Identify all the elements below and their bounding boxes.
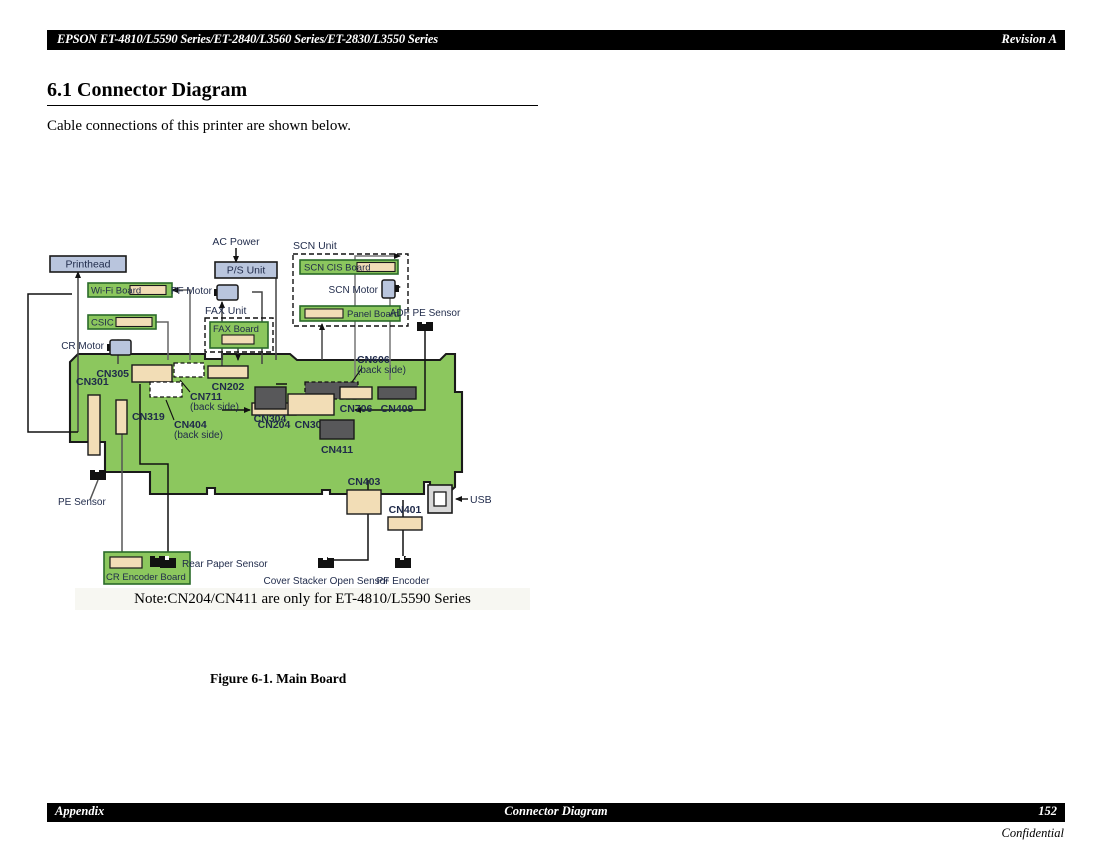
cover-stacker-open-sensor-label: Cover Stacker Open Sensor [263, 576, 389, 587]
pe-sensor-label: PE Sensor [58, 497, 106, 508]
wire-scn-cis [354, 253, 401, 380]
cn403-label: CN403 [348, 476, 381, 488]
title-divider [47, 105, 538, 107]
cn401-connector: CN401 [387, 504, 423, 531]
cn401-label: CN401 [389, 504, 422, 516]
footer-section: Appendix [55, 804, 105, 818]
printhead-box: Printhead [49, 255, 127, 273]
diagram-note-text: Note:CN204/CN411 are only for ET-4810/L5… [134, 591, 471, 607]
cn307-connector: CN307 [287, 393, 335, 431]
cn301-connector: CN301 [76, 376, 109, 456]
diagram-note: Note:CN204/CN411 are only for ET-4810/L5… [75, 588, 530, 610]
scn-unit-group: SCN Unit [292, 240, 409, 327]
panel-board-label: Panel Board [347, 309, 399, 320]
cr-encoder-board-label: CR Encoder Board [106, 572, 186, 583]
csic-label: CSIC [91, 318, 114, 329]
ps-unit-label: P/S Unit [227, 265, 266, 277]
cn319-connector: CN319 [115, 399, 165, 435]
wire-cn301 [27, 293, 78, 433]
printhead-label: Printhead [66, 259, 111, 271]
usb-port: USB [427, 484, 492, 514]
pf-motor: PF Motor [171, 284, 239, 301]
confidential-mark: Confidential [1001, 826, 1065, 840]
scn-cis-board: SCN CIS Board [299, 259, 399, 275]
scn-motor-label: SCN Motor [329, 285, 379, 296]
cn404-sublabel: (back side) [174, 430, 223, 441]
wifi-board: Wi-Fi Board [87, 282, 173, 298]
header-title: EPSON ET-4810/L5590 Series/ET-2840/L3560… [57, 32, 438, 46]
cn606-sublabel: (back side) [357, 365, 406, 376]
cn301-label: CN301 [76, 376, 109, 388]
cn706-label: CN706 [340, 403, 373, 415]
scn-unit-label: SCN Unit [293, 240, 337, 252]
csic-board: CSIC [87, 314, 157, 330]
intro-text: Cable connections of this printer are sh… [47, 118, 351, 134]
cn711-connector: CN711 (back side) [173, 362, 239, 413]
scn-cis-board-label: SCN CIS Board [304, 263, 371, 274]
rear-paper-sensor-label: Rear Paper Sensor [182, 559, 268, 570]
wifi-board-label: Wi-Fi Board [91, 286, 141, 297]
cn606-label: CN606 [357, 354, 390, 366]
cn319-label: CN319 [132, 411, 165, 423]
page-title: 6.1 Connector Diagram [47, 79, 248, 101]
fax-board-label: FAX Board [213, 324, 259, 335]
cr-motor-label: CR Motor [61, 341, 104, 352]
fax-unit-group: FAX Unit FAX Board [204, 305, 274, 353]
adf-pe-sensor: ADF PE Sensor [390, 308, 461, 331]
footer-page-number: 152 [1038, 804, 1057, 818]
pf-motor-label: PF Motor [171, 286, 213, 297]
wire-wifi [171, 287, 191, 360]
cn202-label: CN202 [212, 381, 245, 393]
pe-sensor: PE Sensor [58, 468, 106, 508]
header-revision: Revision A [1001, 32, 1057, 46]
cn202-connector: CN202 [207, 365, 249, 393]
panel-board: Panel Board [299, 305, 401, 322]
cn304-connector: CN304 [254, 386, 287, 425]
scn-motor: SCN Motor [329, 279, 399, 299]
connector-diagram: Printhead AC Power P/S Unit SCN Unit SCN… [0, 232, 600, 622]
running-footer: Appendix Connector Diagram 152 [47, 803, 1065, 822]
figure-caption: Figure 6-1. Main Board [210, 671, 347, 686]
ps-unit-box: P/S Unit [214, 261, 278, 279]
usb-label: USB [470, 494, 492, 506]
cn204-label: CN204 [258, 419, 291, 431]
fax-unit-label: FAX Unit [205, 305, 247, 317]
cn409-connector: CN409 [377, 386, 417, 415]
cn305-label: CN305 [96, 368, 129, 380]
cn706-connector: CN706 [339, 386, 373, 415]
footer-title: Connector Diagram [504, 804, 608, 818]
cn411-label: CN411 [321, 444, 353, 456]
pf-encoder-label: PF Encoder [377, 576, 430, 587]
wire-pe-sensor [89, 479, 99, 501]
cn409-label: CN409 [381, 403, 414, 415]
ac-power-label: AC Power [212, 236, 260, 248]
cn711-sublabel: (back side) [190, 402, 239, 413]
cn403-connector: CN403 [346, 476, 382, 515]
adf-pe-sensor-label: ADF PE Sensor [390, 308, 461, 319]
cover-stacker-open-sensor: Cover Stacker Open Sensor [263, 556, 389, 587]
cr-motor: CR Motor [61, 339, 132, 356]
wire-adf-pe [354, 330, 426, 413]
wire-cn404 [139, 384, 171, 561]
cn404-connector: CN404 (back side) [149, 381, 223, 441]
rear-paper-sensor: Rear Paper Sensor [160, 556, 268, 570]
pf-encoder: PF Encoder [377, 556, 430, 587]
cn411-connector: CN411 [319, 419, 355, 456]
cr-encoder-board: CR Encoder Board [103, 551, 191, 585]
cn304-label: CN304 [254, 413, 287, 425]
cn307-label: CN307 [295, 419, 328, 431]
running-header: EPSON ET-4810/L5590 Series/ET-2840/L3560… [47, 30, 1065, 50]
cn711-label: CN711 [190, 391, 222, 403]
cn404-label: CN404 [174, 419, 207, 431]
